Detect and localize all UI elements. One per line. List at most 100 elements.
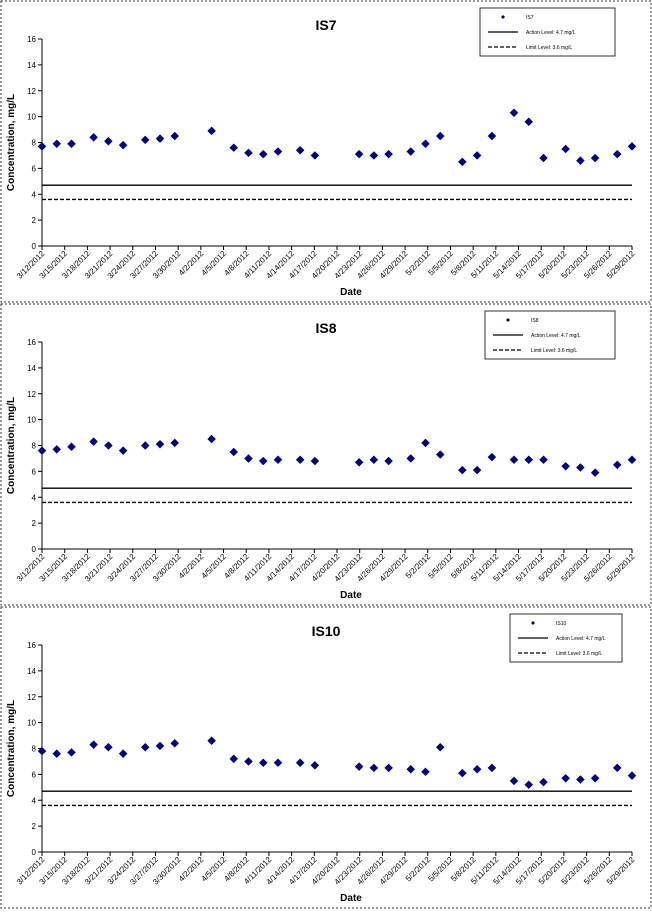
data-point	[295, 758, 305, 768]
data-point	[406, 764, 416, 774]
data-point	[369, 455, 379, 465]
x-axis-label: Date	[340, 287, 362, 298]
data-point	[627, 142, 637, 151]
data-point	[170, 131, 180, 141]
data-point	[104, 136, 113, 146]
data-point	[273, 455, 283, 465]
data-point	[369, 763, 379, 773]
y-tick-label: 2	[32, 216, 37, 225]
data-point	[472, 151, 482, 160]
data-point	[89, 740, 98, 749]
data-point	[295, 455, 305, 465]
data-point	[244, 454, 253, 463]
y-tick-label: 0	[32, 242, 37, 251]
data-point	[421, 139, 430, 149]
x-axis-label: Date	[340, 590, 362, 601]
data-point	[295, 145, 305, 155]
data-point	[590, 153, 600, 163]
data-point	[369, 151, 379, 160]
legend-marker-symbol	[531, 621, 535, 625]
y-tick-label: 0	[32, 545, 37, 554]
data-point	[576, 775, 585, 784]
y-tick-label: 14	[27, 667, 36, 676]
y-tick-label: 16	[27, 35, 36, 44]
legend-label: Action Level: 4.7 mg/L	[531, 333, 581, 339]
data-point	[539, 153, 548, 163]
data-point	[487, 452, 497, 462]
y-tick-label: 4	[32, 796, 37, 805]
data-point	[104, 742, 113, 752]
data-point	[37, 142, 47, 151]
data-point	[89, 437, 98, 446]
legend-label: IS7	[526, 15, 534, 21]
data-point	[627, 455, 637, 465]
data-point	[561, 773, 570, 783]
y-axis-label: Concentration, mg/L	[6, 94, 17, 191]
data-point	[37, 746, 47, 756]
legend-marker-symbol	[506, 318, 510, 322]
data-point	[524, 117, 534, 127]
y-tick-label: 16	[27, 641, 36, 650]
legend-label: Limit Level: 3.6 mg/L	[526, 45, 572, 51]
data-point	[207, 434, 216, 444]
data-point	[627, 771, 637, 781]
data-point	[258, 758, 268, 768]
data-point	[576, 156, 585, 165]
data-point	[140, 742, 150, 752]
data-point	[509, 455, 519, 465]
data-point	[435, 450, 445, 459]
data-point	[612, 763, 622, 773]
data-point	[258, 456, 268, 466]
y-tick-label: 0	[32, 848, 37, 857]
data-point	[229, 447, 239, 457]
y-tick-label: 8	[32, 139, 37, 148]
data-point	[310, 456, 320, 466]
y-tick-label: 10	[27, 113, 36, 122]
data-point	[561, 144, 570, 154]
chart-svg: IS1002468101214163/12/20123/15/20123/18/…	[0, 606, 652, 909]
chart-title: IS10	[312, 623, 341, 639]
data-point	[229, 754, 239, 764]
y-tick-label: 2	[32, 822, 37, 831]
data-point	[118, 140, 128, 150]
data-point	[458, 465, 467, 475]
panel-frame	[0, 0, 652, 303]
data-point	[421, 438, 430, 448]
data-point	[118, 749, 128, 759]
data-point	[524, 455, 534, 465]
chart-svg: IS702468101214163/12/20123/15/20123/18/2…	[0, 0, 652, 303]
data-point	[207, 126, 216, 136]
data-point	[52, 749, 62, 759]
y-tick-label: 10	[27, 719, 36, 728]
data-point	[406, 147, 416, 156]
data-point	[155, 134, 165, 143]
data-point	[354, 762, 364, 771]
y-tick-label: 14	[27, 364, 36, 373]
y-tick-label: 6	[32, 164, 37, 173]
chart-panel-1: IS8 0 2 4 6 8 10 12 14 16 3/12/2012 3/15/2012 3/18/2…	[0, 303, 652, 606]
data-point	[273, 147, 283, 156]
data-point	[52, 445, 62, 454]
data-point	[487, 763, 497, 773]
chart-svg: IS802468101214163/12/20123/15/20123/18/2…	[0, 303, 652, 606]
y-tick-label: 16	[27, 338, 36, 347]
data-point	[67, 442, 76, 452]
data-point	[384, 456, 393, 466]
y-tick-label: 10	[27, 416, 36, 425]
data-point	[435, 742, 445, 752]
data-point	[421, 767, 430, 777]
legend-marker-symbol	[501, 15, 505, 19]
data-point	[435, 131, 445, 141]
data-point	[52, 139, 62, 149]
data-point	[384, 149, 393, 159]
legend: IS8 Action Level: 4.7 mg/L Limit Level: 3.…	[484, 310, 616, 360]
legend-label: IS10	[556, 621, 567, 627]
y-axis-label: Concentration, mg/L	[6, 397, 17, 494]
chart-panel-2: IS10 0 2 4 6 8 10 12 14 16 3/12/2012 3/15/2012 3/18/…	[0, 606, 652, 909]
data-point	[612, 460, 622, 470]
data-point	[472, 465, 482, 475]
data-point	[170, 738, 180, 748]
y-tick-label: 12	[27, 390, 36, 399]
y-tick-label: 6	[32, 770, 37, 779]
